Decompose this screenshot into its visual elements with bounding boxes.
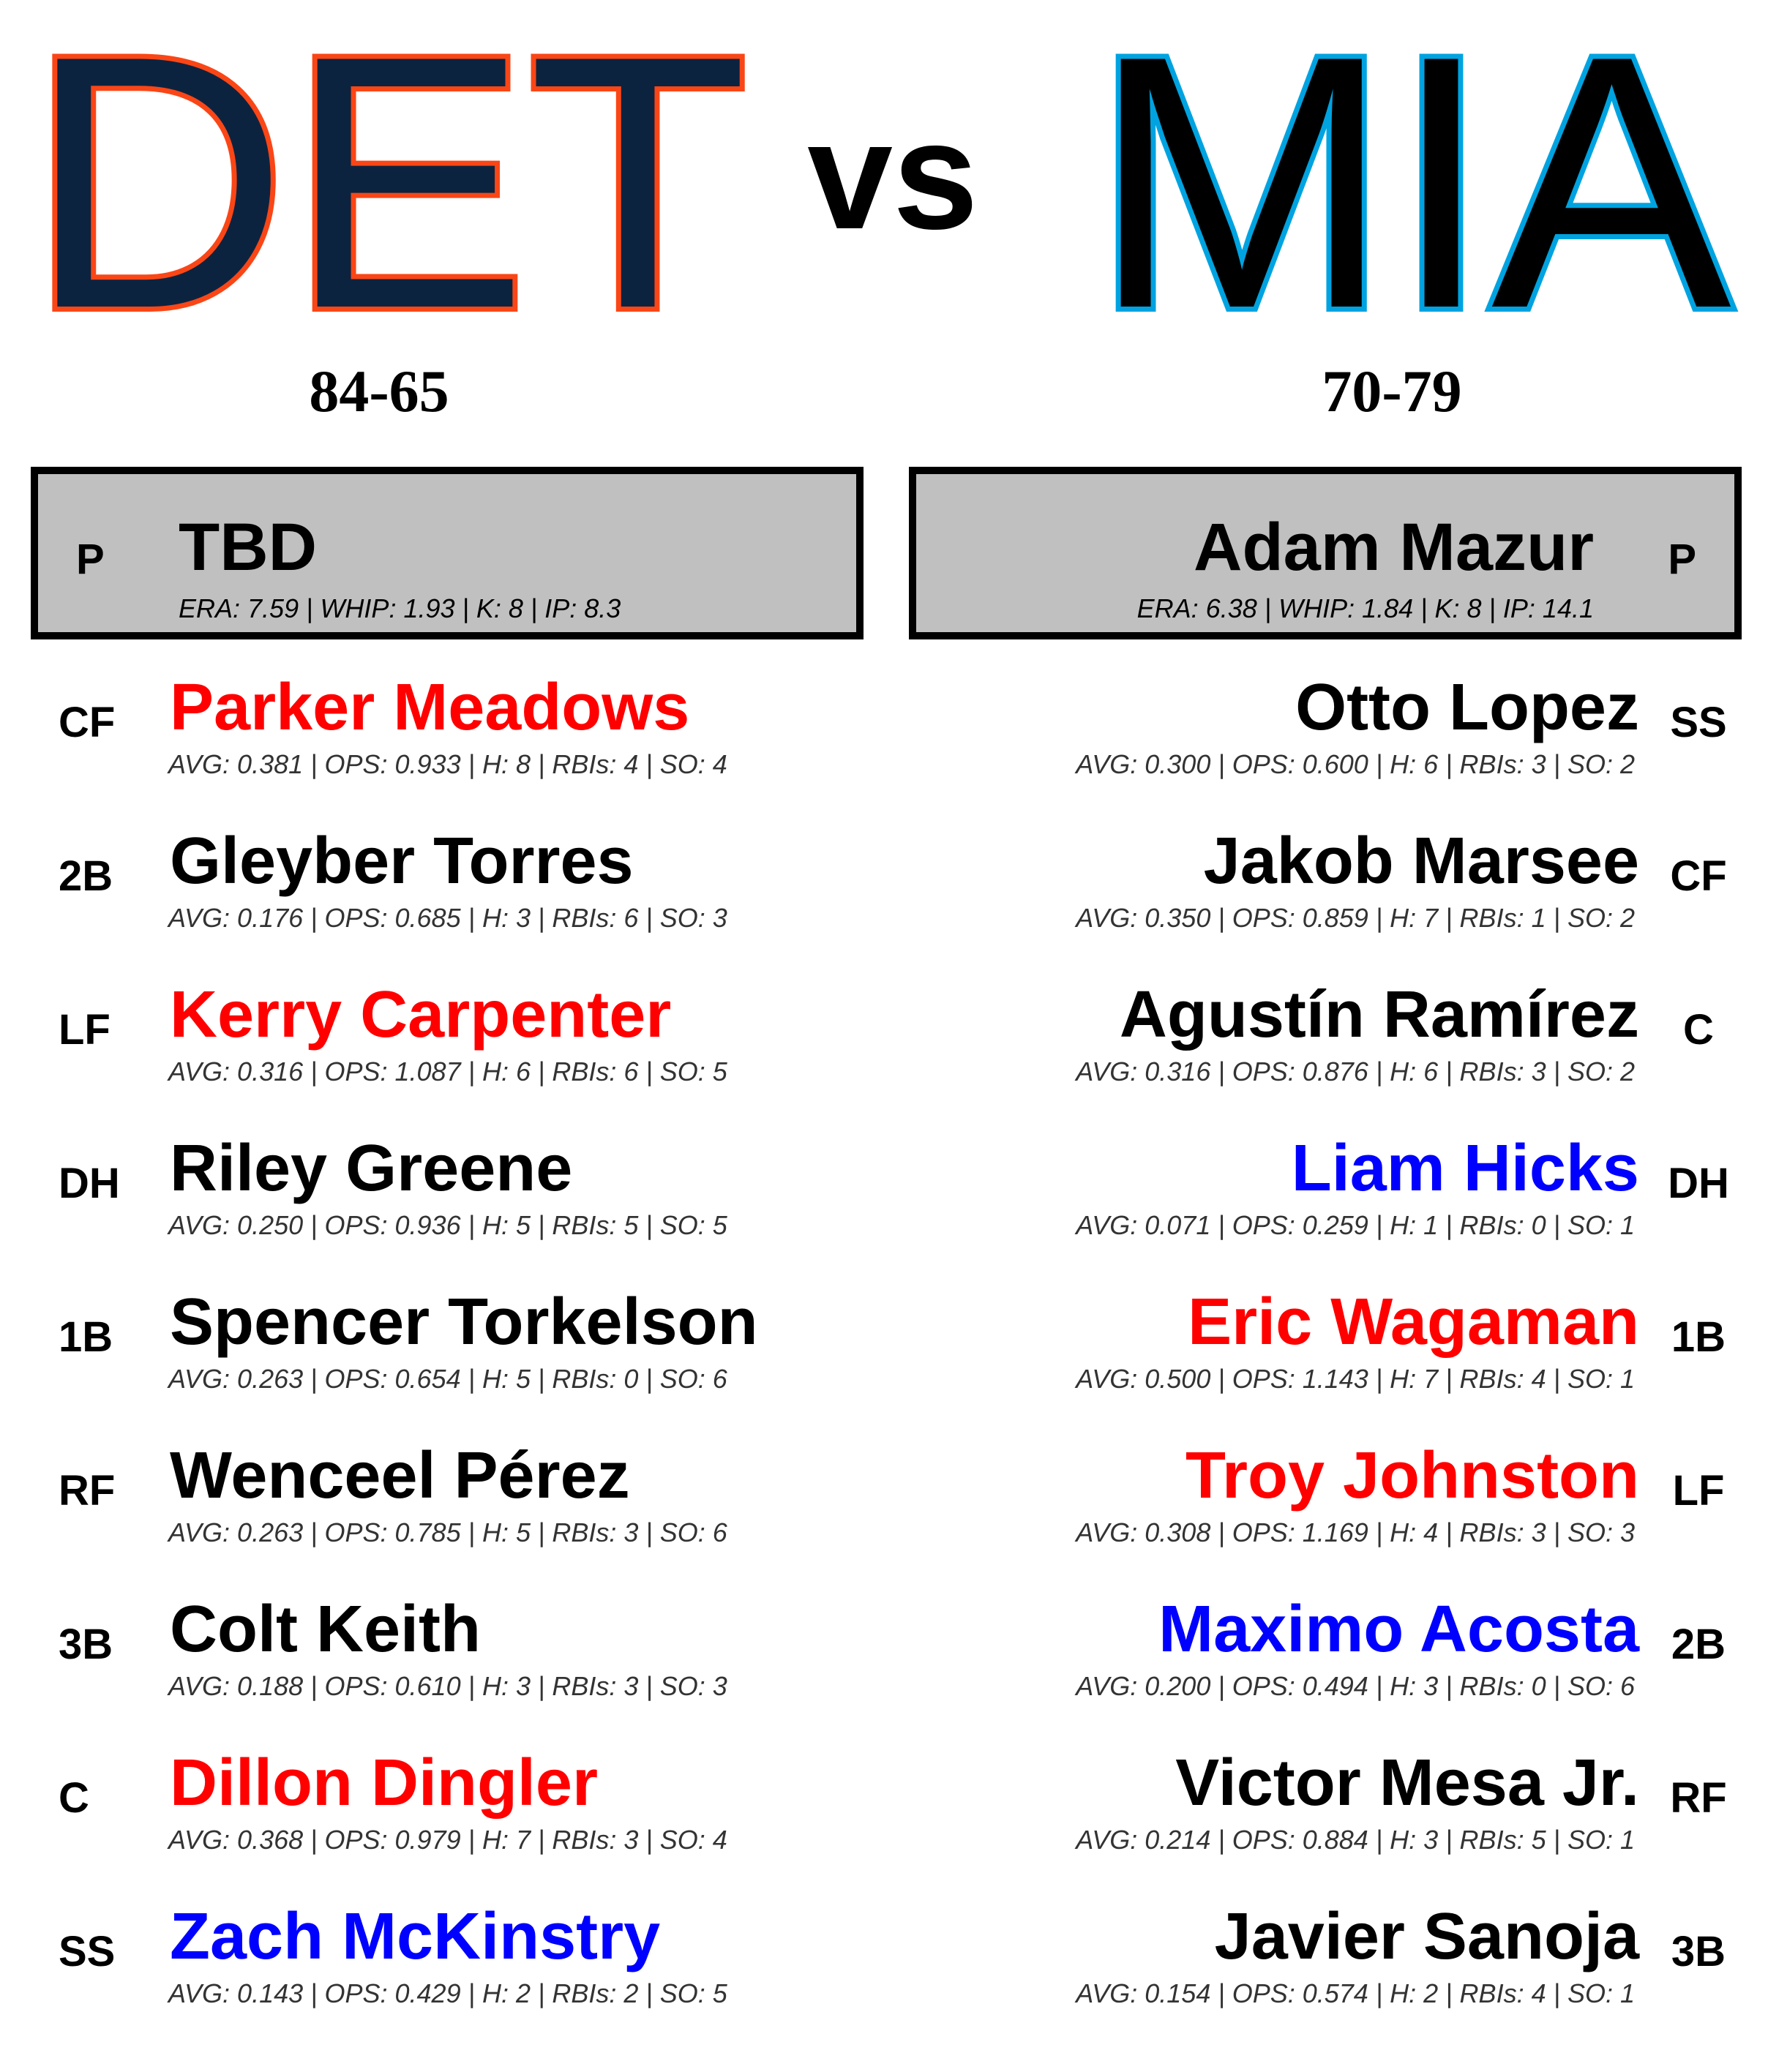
player-stats: AVG: 0.071 | OPS: 0.259 | H: 1 | RBIs: 0… [1076,1210,1635,1240]
home-team-abbreviation: MIA [1086,0,1737,383]
player-position: C [59,1774,89,1822]
lineup-row: Javier Sanoja 3B AVG: 0.154 | OPS: 0.574 |… [875,1891,1739,2045]
player-position: RF [59,1467,116,1514]
away-team-record: 84-65 [309,358,449,424]
player-name: Colt Keith [170,1593,481,1666]
lineup-row: 3B Colt Keith AVG: 0.188 | OPS: 0.610 | H:… [29,1584,893,1738]
player-position: RF [1670,1774,1727,1822]
player-name: Liam Hicks [1291,1132,1639,1205]
lineup-row: Jakob Marsee CF AVG: 0.350 | OPS: 0.859 | … [875,816,1739,969]
player-name: Troy Johnston [1185,1439,1639,1512]
player-position: 1B [1671,1313,1726,1361]
player-stats: AVG: 0.500 | OPS: 1.143 | H: 7 | RBIs: 4… [1076,1364,1635,1394]
player-stats: AVG: 0.316 | OPS: 1.087 | H: 6 | RBIs: 6… [168,1056,727,1086]
home-pitcher-position: P [1668,536,1696,583]
player-stats: AVG: 0.200 | OPS: 0.494 | H: 3 | RBIs: 0… [1076,1671,1635,1701]
player-name: Parker Meadows [170,671,690,744]
lineup-row: SS Zach McKinstry AVG: 0.143 | OPS: 0.429 … [29,1891,893,2045]
home-team-record: 70-79 [1322,358,1462,424]
player-name: Spencer Torkelson [170,1285,758,1359]
player-position: 2B [1671,1621,1726,1668]
player-stats: AVG: 0.143 | OPS: 0.429 | H: 2 | RBIs: 2… [168,1978,727,2008]
lineup-row: 2B Gleyber Torres AVG: 0.176 | OPS: 0.685 … [29,816,893,969]
player-name: Gleyber Torres [170,825,634,898]
lineup-row: Liam Hicks DH AVG: 0.071 | OPS: 0.259 | H:… [875,1123,1739,1277]
home-pitcher-box: P Adam Mazur ERA: 6.38 | WHIP: 1.84 | K:… [909,467,1742,639]
player-position: CF [1670,852,1727,900]
player-stats: AVG: 0.154 | OPS: 0.574 | H: 2 | RBIs: 4… [1076,1978,1635,2008]
player-stats: AVG: 0.368 | OPS: 0.979 | H: 7 | RBIs: 3… [168,1825,727,1855]
player-position: SS [1670,699,1727,746]
lineup-row: Troy Johnston LF AVG: 0.308 | OPS: 1.169 |… [875,1430,1739,1584]
lineup-row: Maximo Acosta 2B AVG: 0.200 | OPS: 0.494 |… [875,1584,1739,1738]
player-position: 1B [59,1313,113,1361]
player-stats: AVG: 0.316 | OPS: 0.876 | H: 6 | RBIs: 3… [1076,1056,1635,1086]
player-position: 3B [59,1621,113,1668]
player-position: 2B [59,852,113,900]
player-stats: AVG: 0.250 | OPS: 0.936 | H: 5 | RBIs: 5… [168,1210,727,1240]
away-pitcher-position: P [76,536,105,583]
player-stats: AVG: 0.263 | OPS: 0.654 | H: 5 | RBIs: 0… [168,1364,727,1394]
away-team-abbreviation: DET [23,0,753,383]
player-stats: AVG: 0.381 | OPS: 0.933 | H: 8 | RBIs: 4… [168,749,727,779]
home-pitcher-name: Adam Mazur [1194,510,1594,585]
away-pitcher-name: TBD [179,510,318,585]
player-stats: AVG: 0.300 | OPS: 0.600 | H: 6 | RBIs: 3… [1076,749,1635,779]
lineup-row: CF Parker Meadows AVG: 0.381 | OPS: 0.933 … [29,662,893,816]
player-name: Kerry Carpenter [170,978,672,1051]
player-stats: AVG: 0.188 | OPS: 0.610 | H: 3 | RBIs: 3… [168,1671,727,1701]
player-position: C [1683,1006,1714,1054]
lineup-row: Agustín Ramírez C AVG: 0.316 | OPS: 0.876 … [875,969,1739,1123]
player-stats: AVG: 0.350 | OPS: 0.859 | H: 7 | RBIs: 1… [1076,903,1635,933]
player-stats: AVG: 0.214 | OPS: 0.884 | H: 3 | RBIs: 5… [1076,1825,1635,1855]
player-name: Victor Mesa Jr. [1175,1746,1639,1820]
player-name: Zach McKinstry [170,1900,661,1973]
player-position: SS [59,1928,116,1975]
player-position: LF [59,1006,110,1054]
lineup-row: 1B Spencer Torkelson AVG: 0.263 | OPS: 0.6… [29,1277,893,1430]
player-position: LF [1672,1467,1725,1514]
player-name: Eric Wagaman [1188,1285,1639,1359]
home-pitcher-stats: ERA: 6.38 | WHIP: 1.84 | K: 8 | IP: 14.1 [1136,593,1594,623]
away-pitcher-box: P TBD ERA: 7.59 | WHIP: 1.93 | K: 8 | IP… [31,467,864,639]
lineup-row: Victor Mesa Jr. RF AVG: 0.214 | OPS: 0.884… [875,1738,1739,1891]
player-name: Wenceel Pérez [170,1439,630,1512]
away-lineup: CF Parker Meadows AVG: 0.381 | OPS: 0.933 … [29,662,893,2045]
versus-label: vs [807,89,978,261]
lineup-row: C Dillon Dingler AVG: 0.368 | OPS: 0.979 |… [29,1738,893,1891]
player-position: DH [59,1160,120,1207]
player-stats: AVG: 0.308 | OPS: 1.169 | H: 4 | RBIs: 3… [1076,1517,1635,1547]
player-position: DH [1668,1160,1729,1207]
player-name: Maximo Acosta [1158,1593,1639,1666]
lineup-row: DH Riley Greene AVG: 0.250 | OPS: 0.936 | … [29,1123,893,1277]
player-name: Jakob Marsee [1203,825,1639,898]
player-name: Riley Greene [170,1132,573,1205]
lineup-row: Eric Wagaman 1B AVG: 0.500 | OPS: 1.143 | … [875,1277,1739,1430]
player-position: CF [59,699,116,746]
lineup-row: LF Kerry Carpenter AVG: 0.316 | OPS: 1.087… [29,969,893,1123]
player-name: Javier Sanoja [1214,1900,1639,1973]
player-name: Otto Lopez [1295,671,1639,744]
home-lineup: Otto Lopez SS AVG: 0.300 | OPS: 0.600 | H:… [875,662,1739,2045]
player-stats: AVG: 0.263 | OPS: 0.785 | H: 5 | RBIs: 3… [168,1517,727,1547]
player-name: Agustín Ramírez [1119,978,1639,1051]
lineup-row: RF Wenceel Pérez AVG: 0.263 | OPS: 0.785 |… [29,1430,893,1584]
player-position: 3B [1671,1928,1726,1975]
player-stats: AVG: 0.176 | OPS: 0.685 | H: 3 | RBIs: 6… [168,903,727,933]
player-name: Dillon Dingler [170,1746,598,1820]
away-pitcher-stats: ERA: 7.59 | WHIP: 1.93 | K: 8 | IP: 8.3 [179,593,621,623]
lineup-row: Otto Lopez SS AVG: 0.300 | OPS: 0.600 | H:… [875,662,1739,816]
